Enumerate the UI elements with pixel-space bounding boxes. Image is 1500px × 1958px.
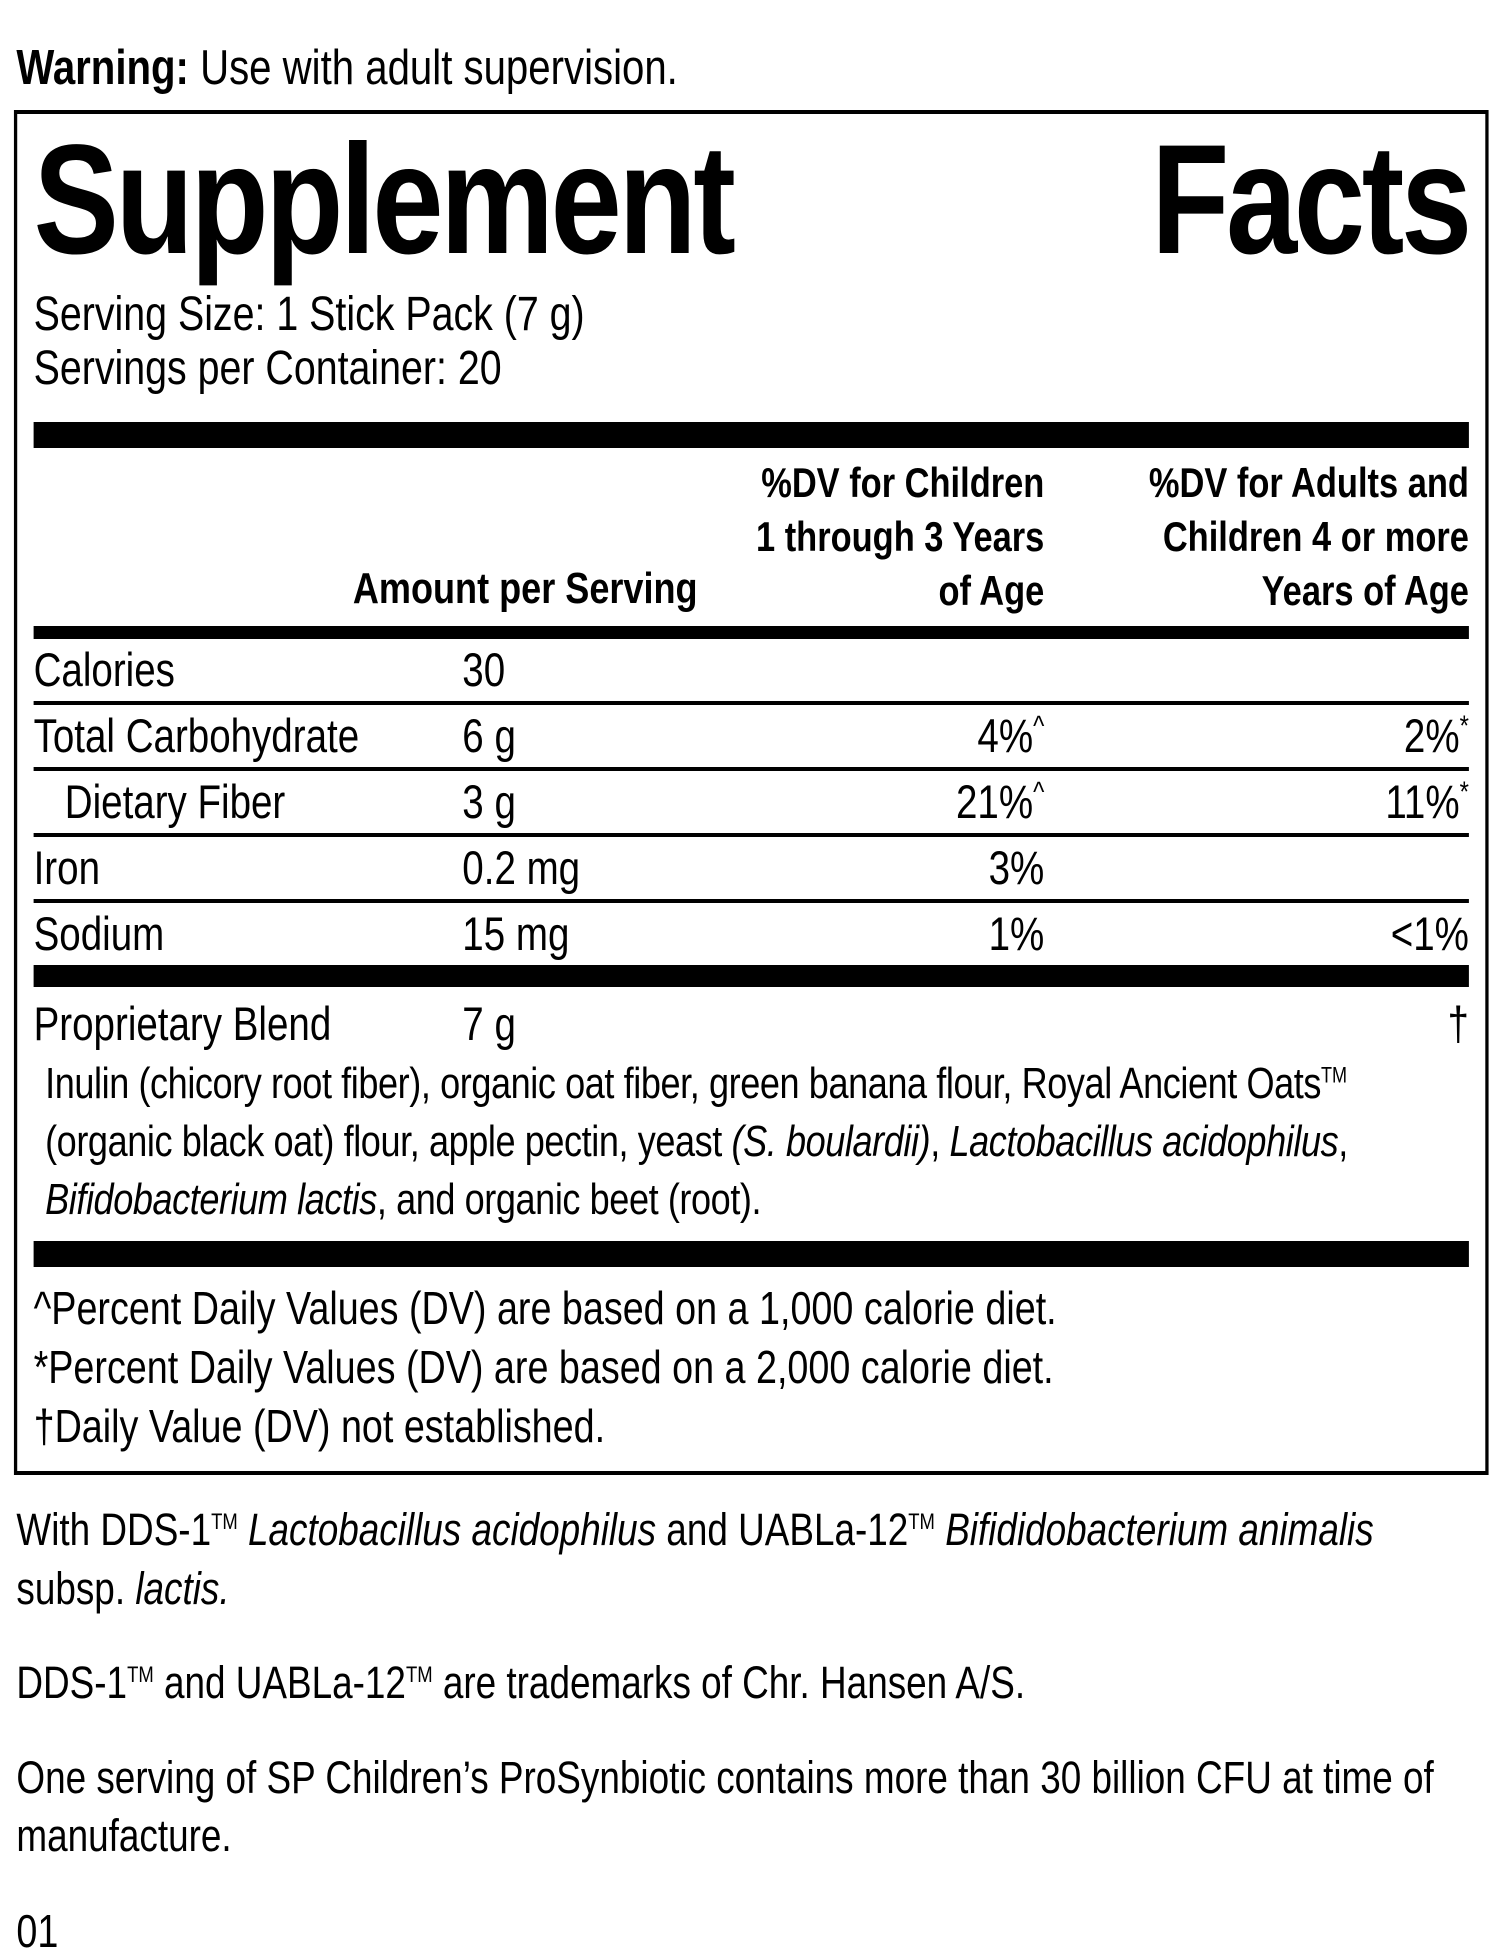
serving-info: Serving Size: 1 Stick Pack (7 g) Serving… [34, 288, 1469, 396]
serving-size: Serving Size: 1 Stick Pack (7 g) [33, 287, 585, 341]
column-header-line: %DV for Children [761, 459, 1045, 507]
column-header-amount: Amount per Serving [352, 564, 698, 614]
table-row-dietary-fiber: Dietary Fiber 3 g 21%^ 11%* [33, 771, 1469, 837]
panel-title: Supplement Facts [33, 112, 1473, 287]
nutrient-amount: 0.2 mg [462, 841, 581, 895]
footnote-caret: ^Percent Daily Values (DV) are based on … [33, 1281, 1057, 1334]
panel-title-word-1: Supplement [33, 112, 736, 287]
note-trademarks: DDS-1TM and UABLa-12TM are trademarks of… [16, 1657, 1026, 1709]
blend-dagger-mark: † [1447, 997, 1469, 1051]
table-header: Amount per Serving %DV for Children 1 th… [34, 448, 1469, 625]
column-header-dv-children: %DV for Children 1 through 3 Years of Ag… [698, 456, 1045, 617]
nutrient-amount: 6 g [462, 709, 516, 763]
column-header-line: Years of Age [1261, 566, 1469, 614]
column-header-line: of Age [938, 566, 1045, 614]
dv-children-value: 4%^ [977, 709, 1045, 763]
dv-children-value: 3% [988, 841, 1045, 895]
column-header-line: Children 4 or more [1162, 513, 1469, 561]
proprietary-blend-row: Proprietary Blend 7 g † [34, 987, 1469, 1053]
species-name: Lactobacillus acidophilus [949, 1116, 1339, 1166]
page-number: 01 [16, 1904, 59, 1957]
blend-name: Proprietary Blend [33, 997, 332, 1051]
dv-footnote-mark: ^ [1033, 710, 1045, 743]
blend-amount: 7 g [462, 997, 516, 1051]
divider-bar-footnotes [33, 1240, 1469, 1267]
column-header-dv-adults: %DV for Adults and Children 4 or more Ye… [1044, 456, 1469, 617]
nutrient-name: Calories [33, 643, 175, 697]
footnote-dagger: †Daily Value (DV) not established. [33, 1399, 606, 1452]
dv-children-value: 1% [988, 907, 1045, 961]
trademark-mark: TM [1320, 1061, 1348, 1087]
note-strains: With DDS-1TM Lactobacillus acidophilus a… [16, 1504, 1374, 1614]
trademark-mark: TM [211, 1509, 238, 1535]
dv-adults-value: 11%* [1385, 775, 1469, 829]
nutrient-name: Iron [33, 841, 101, 895]
nutrient-amount: 3 g [462, 775, 516, 829]
species-name: (S. boulardii) [731, 1116, 931, 1166]
label-page: Warning: Use with adult supervision. Sup… [0, 41, 1500, 1958]
table-row-total-carbohydrate: Total Carbohydrate 6 g 4%^ 2%* [33, 705, 1469, 771]
blend-description: Inulin (chicory root fiber), organic oat… [45, 1058, 1348, 1224]
divider-bar-header [33, 625, 1469, 639]
notes: With DDS-1TM Lactobacillus acidophilus a… [16, 1501, 1485, 1866]
nutrient-amount: 30 [462, 643, 506, 697]
divider-bar-top [33, 422, 1469, 449]
dv-footnote-mark: * [1459, 710, 1469, 743]
species-name: Bifidobacterium lactis [45, 1174, 377, 1224]
note-cfu: One serving of SP Children’s ProSynbioti… [16, 1751, 1434, 1862]
nutrient-amount: 15 mg [462, 907, 570, 961]
warning-text: Warning: Use with adult supervision. [16, 41, 1500, 96]
column-header-line: 1 through 3 Years [756, 513, 1045, 561]
table-row-calories: Calories 30 [33, 639, 1469, 705]
dv-footnote-mark: ^ [1033, 776, 1045, 809]
warning-label: Warning: [16, 41, 189, 95]
species-name: Bifididobacterium animalis [945, 1504, 1374, 1556]
dv-adults-value: 2%* [1403, 709, 1469, 763]
species-name: Lactobacillus acidophilus [247, 1504, 657, 1556]
dv-adults-value: <1% [1390, 907, 1469, 961]
footnotes: ^Percent Daily Values (DV) are based on … [34, 1267, 1469, 1472]
nutrient-name: Sodium [33, 907, 165, 961]
trademark-mark: TM [405, 1662, 433, 1688]
nutrient-name: Total Carbohydrate [33, 709, 360, 763]
nutrient-name: Dietary Fiber [64, 775, 286, 829]
table-row-sodium: Sodium 15 mg 1% <1% [33, 903, 1469, 969]
supplement-facts-panel: Supplement Facts Serving Size: 1 Stick P… [13, 109, 1489, 1476]
divider-bar-blend [33, 968, 1469, 987]
servings-per-container: Servings per Container: 20 [33, 342, 502, 396]
table-row-iron: Iron 0.2 mg 3% [33, 837, 1469, 903]
panel-title-word-2: Facts [1151, 112, 1472, 287]
dv-footnote-mark: * [1459, 776, 1469, 809]
column-header-line: %DV for Adults and [1148, 459, 1469, 507]
warning-body: Use with adult supervision. [188, 41, 678, 95]
dv-children-value: 21%^ [955, 775, 1045, 829]
footnote-asterisk: *Percent Daily Values (DV) are based on … [33, 1340, 1054, 1393]
species-name: lactis. [135, 1562, 230, 1614]
trademark-mark: TM [908, 1509, 935, 1535]
trademark-mark: TM [127, 1662, 154, 1688]
